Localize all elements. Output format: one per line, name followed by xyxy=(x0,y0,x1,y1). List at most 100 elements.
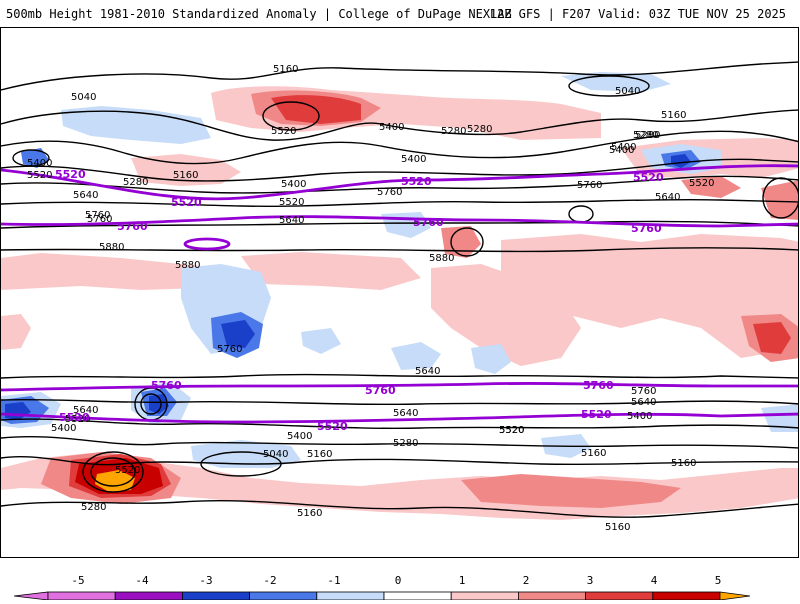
colorbar-arrow-left xyxy=(13,591,49,601)
contour-label: 5400 xyxy=(609,145,634,156)
contour-label: 5160 xyxy=(307,449,332,460)
anomaly-shading xyxy=(1,72,798,520)
contour-label: 5520 xyxy=(499,425,524,436)
contour-label: 5280 xyxy=(633,130,658,141)
contour-label-purple: 5760 xyxy=(365,384,396,397)
contour-label: 5280 xyxy=(441,126,466,137)
contour-labels-purple: 5520 5520 5520 5520 5760 5760 5760 5760 … xyxy=(55,168,664,433)
colorbar-segment xyxy=(316,591,385,601)
contour-label: 5280 xyxy=(635,130,660,141)
colorbar-segment xyxy=(47,591,116,601)
contour-label: 5040 xyxy=(615,86,640,97)
contour-label: 5280 xyxy=(393,438,418,449)
contour-label: 5160 xyxy=(671,458,696,469)
contour-label: 5160 xyxy=(605,522,630,533)
colorbar-tick-label: 0 xyxy=(395,574,402,587)
colorbar-tick-label: -5 xyxy=(71,574,84,587)
contour-label: 5880 xyxy=(429,253,454,264)
reference-contours-purple xyxy=(1,164,798,424)
contour-label: 5040 xyxy=(263,449,288,460)
colorbar-tick-label: -3 xyxy=(199,574,212,587)
colorbar-tick-label: 2 xyxy=(523,574,530,587)
contour-label-purple: 5520 xyxy=(59,411,90,424)
contour-label-purple: 5520 xyxy=(633,171,664,184)
colorbar-tick-label: -1 xyxy=(327,574,340,587)
colorbar-segment xyxy=(181,591,250,601)
contour-label: 5400 xyxy=(611,142,636,153)
contour-label: 5520 xyxy=(499,425,524,436)
map-title: 500mb Height 1981-2010 Standardized Anom… xyxy=(6,7,512,21)
contour-label-purple: 5520 xyxy=(401,175,432,188)
colorbar-tick-label: 3 xyxy=(587,574,594,587)
anomaly-map: 5160 5040 5040 5400 5520 5640 5760 5880 … xyxy=(1,61,798,533)
colorbar-segment xyxy=(383,591,452,601)
colorbar-tick-label: -2 xyxy=(263,574,276,587)
contour-label: 5400 xyxy=(627,411,652,422)
height-contours-black xyxy=(1,61,798,518)
contour-label: 5040 xyxy=(71,92,96,103)
colorbar-segment xyxy=(249,591,318,601)
contour-label-purple: 5760 xyxy=(583,379,614,392)
colorbar-segment xyxy=(450,591,519,601)
contour-label: 5520 xyxy=(271,126,296,137)
contour-label: 5520 xyxy=(65,414,90,425)
contour-label: 5160 xyxy=(173,170,198,181)
colorbar-graphic: -5 -4 -3 -2 -1 0 1 2 3 4 5 xyxy=(13,574,751,601)
model-run-info: 12Z GFS | F207 Valid: 03Z TUE NOV 25 202… xyxy=(489,7,786,21)
contour-label: 5400 xyxy=(287,431,312,442)
contour-labels-black: 5160 5040 5040 5400 5520 5640 5760 5880 … xyxy=(27,64,714,533)
contour-label: 5640 xyxy=(393,408,418,419)
contour-label: 5760 xyxy=(631,386,656,397)
colorbar-tick-label: 4 xyxy=(651,574,658,587)
contour-label: 5640 xyxy=(631,397,656,408)
colorbar-tick-label: 5 xyxy=(715,574,722,587)
colorbar-segment xyxy=(652,591,721,601)
contour-label: 5640 xyxy=(73,190,98,201)
contour-label: 5400 xyxy=(27,158,52,169)
contour-label: 5640 xyxy=(73,405,98,416)
contour-label: 5400 xyxy=(281,179,306,190)
colorbar-segment xyxy=(518,591,587,601)
contour-label: 5520 xyxy=(115,465,140,476)
colorbar-segment xyxy=(114,591,183,601)
contour-label-purple: 5520 xyxy=(317,420,348,433)
contour-label: 5160 xyxy=(661,110,686,121)
contour-label: 5400 xyxy=(379,122,404,133)
contour-label-purple: 5760 xyxy=(151,379,182,392)
contour-label: 5760 xyxy=(577,180,602,191)
colorbar-arrow-right xyxy=(719,591,751,601)
contour-label: 5520 xyxy=(689,178,714,189)
contour-label: 5760 xyxy=(85,210,110,221)
contour-label-purple: 5520 xyxy=(171,196,202,209)
contour-label: 5160 xyxy=(581,448,606,459)
contour-label: 5760 xyxy=(377,187,402,198)
header: 500mb Height 1981-2010 Standardized Anom… xyxy=(0,0,800,26)
colorbar-segment xyxy=(585,591,654,601)
map-panel: 5160 5040 5040 5400 5520 5640 5760 5880 … xyxy=(0,27,799,558)
contour-label: 5160 xyxy=(273,64,298,75)
contour-label-purple: 5520 xyxy=(581,408,612,421)
colorbar-segments xyxy=(13,591,751,601)
contour-label: 5400 xyxy=(401,154,426,165)
contour-label: 5640 xyxy=(279,215,304,226)
contour-label: 5280 xyxy=(467,124,492,135)
contour-label: 5280 xyxy=(123,177,148,188)
contour-label: 5880 xyxy=(175,260,200,271)
contour-label: 5640 xyxy=(655,192,680,203)
contour-label: 5760 xyxy=(87,214,112,225)
contour-label: 5400 xyxy=(51,423,76,434)
colorbar-tick-label: 1 xyxy=(459,574,466,587)
contour-label-purple: 5760 xyxy=(117,220,148,233)
colorbar-tick-label: -4 xyxy=(135,574,149,587)
contour-label: 5520 xyxy=(279,197,304,208)
contour-label: 5520 xyxy=(27,170,52,181)
contour-label: 5280 xyxy=(81,502,106,513)
contour-label-purple: 5520 xyxy=(55,168,86,181)
contour-label-purple: 5760 xyxy=(631,222,662,235)
contour-label: 5880 xyxy=(99,242,124,253)
contour-label-purple: 5760 xyxy=(413,216,444,229)
contour-label: 5160 xyxy=(297,508,322,519)
contour-label: 5760 xyxy=(217,344,242,355)
colorbar: -5 -4 -3 -2 -1 0 1 2 3 4 5 xyxy=(0,570,800,601)
contour-label: 5640 xyxy=(415,366,440,377)
